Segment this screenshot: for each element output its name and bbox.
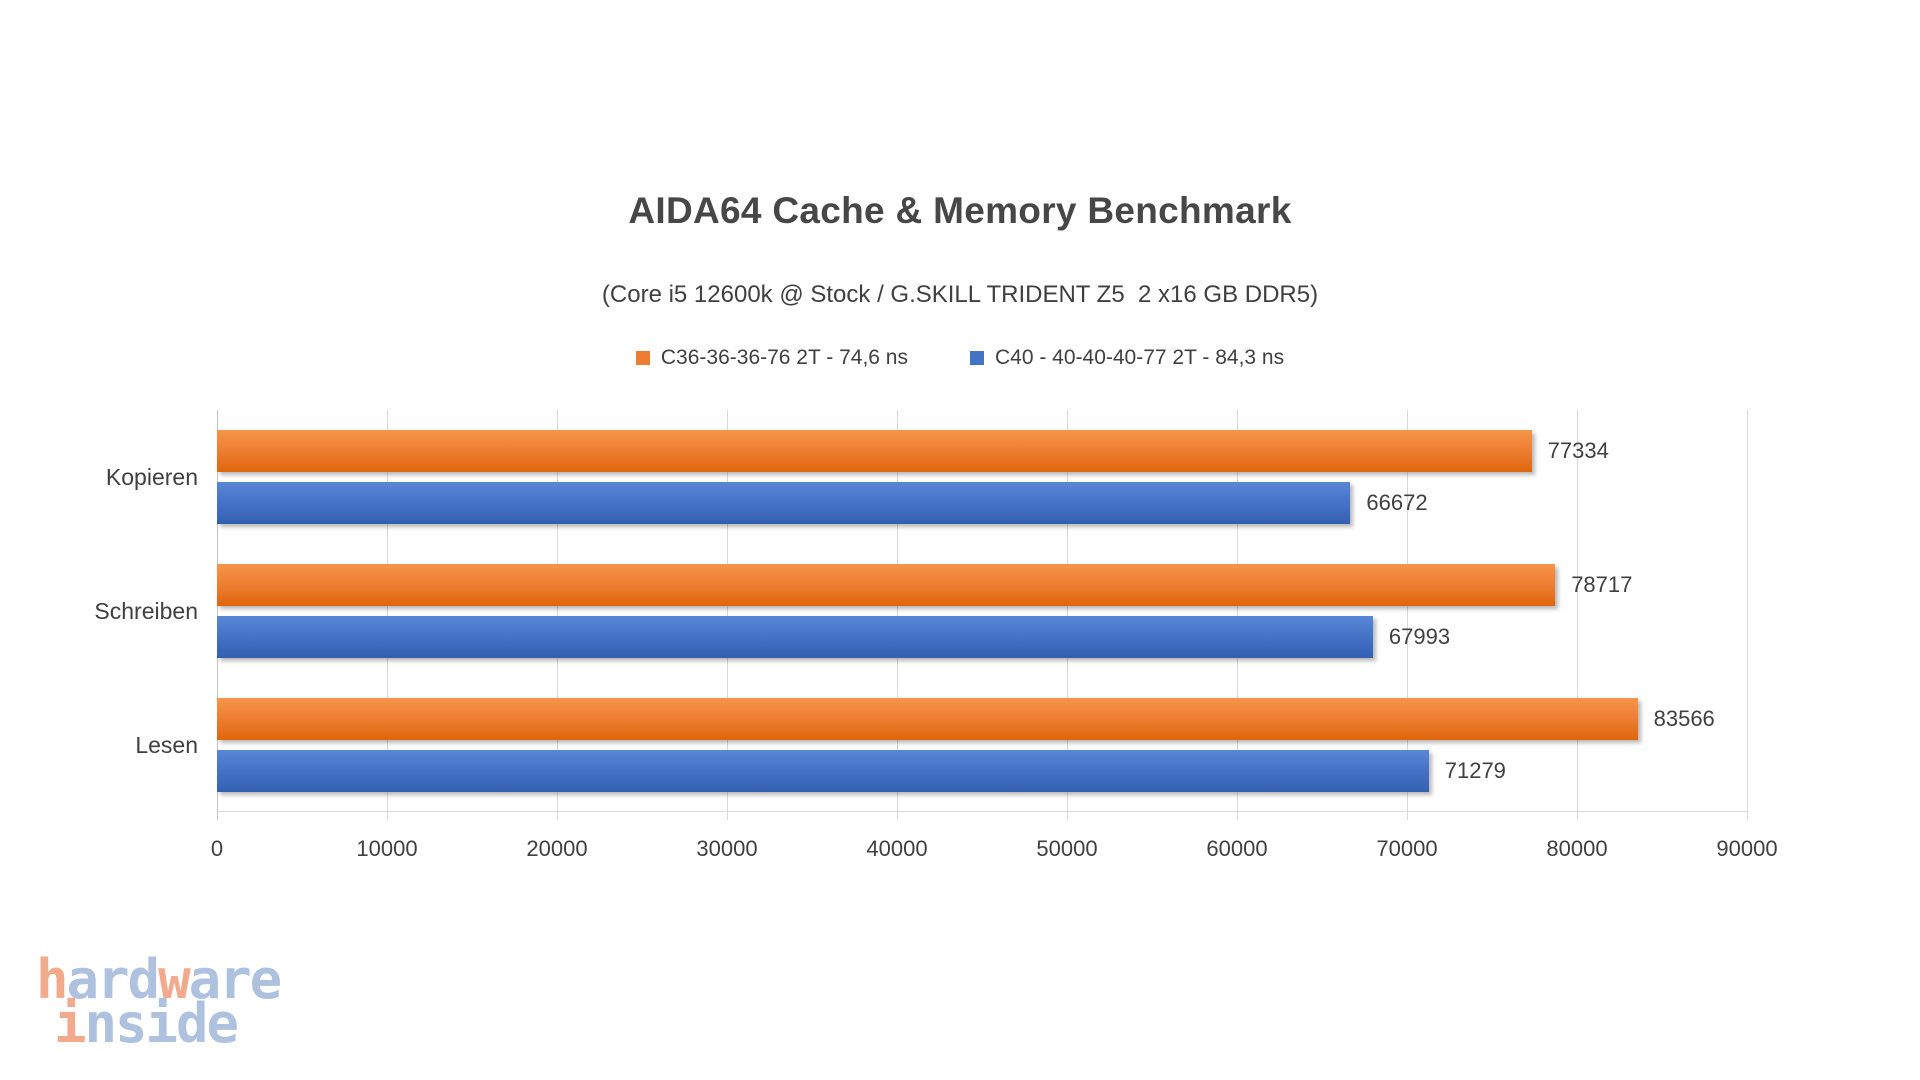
logo-line: inside: [54, 997, 280, 1051]
bar-value-label: 78717: [1571, 572, 1633, 597]
chart-subtitle: (Core i5 12600k @ Stock / G.SKILL TRIDEN…: [601, 281, 1319, 308]
x-tick-label: 20000: [526, 836, 588, 861]
gridline: [897, 410, 898, 820]
category-label: Schreiben: [94, 597, 198, 624]
bar-line: 66672: [217, 482, 1747, 524]
gridline: [1577, 410, 1578, 820]
bar-value-label: 66672: [1366, 490, 1428, 515]
gridline: [1237, 410, 1238, 820]
x-tick-label: 10000: [356, 836, 418, 861]
category-labels: Kopieren Schreiben Lesen: [0, 410, 198, 812]
logo-segment: h: [36, 948, 68, 1011]
bar-value-label: 67993: [1388, 624, 1451, 649]
chart-title: AIDA64 Cache & Memory Benchmark: [628, 190, 1292, 231]
x-tick-label: 80000: [1546, 836, 1608, 861]
gridline: [1747, 410, 1748, 820]
gridline: [1407, 410, 1408, 820]
x-tick-label: 0: [210, 836, 224, 861]
logo-segment: ard: [66, 948, 161, 1011]
hardware-inside-logo: hardware inside: [36, 953, 282, 1051]
category-label: Kopieren: [105, 463, 198, 490]
bar-line: 67993: [217, 616, 1747, 658]
bar-group: 77334 66672: [217, 410, 1747, 544]
logo-segment: are: [188, 948, 283, 1011]
bar-orange: [217, 698, 1638, 740]
legend-label: C36-36-36-76 2T - 74,6 ns: [660, 346, 908, 369]
x-tick-label: 30000: [696, 836, 758, 861]
bar-value-label: 77334: [1547, 438, 1609, 463]
logo-segment: nside: [84, 992, 240, 1056]
legend-marker-blue-icon: [969, 351, 984, 365]
x-axis-line: [217, 811, 1747, 812]
bar-groups: 77334 66672 78717 67993 83566 71279: [217, 410, 1747, 812]
bar-line: 83566: [217, 698, 1747, 740]
category-label: Lesen: [135, 731, 198, 758]
bar-group: 78717 67993: [217, 544, 1747, 678]
bar-blue: [217, 482, 1351, 524]
legend-item-c36: C36-36-36-76 2T - 74,6 ns: [635, 346, 908, 370]
legend-label: C40 - 40-40-40-77 2T - 84,3 ns: [994, 346, 1285, 369]
bar-group: 83566 71279: [217, 678, 1747, 812]
bar-line: 77334: [217, 430, 1747, 472]
bar-line: 78717: [217, 564, 1747, 606]
gridline: [727, 410, 728, 820]
x-tick-label: 70000: [1376, 836, 1438, 861]
legend-item-c40: C40 - 40-40-40-77 2T - 84,3 ns: [969, 346, 1285, 370]
bar-orange: [217, 430, 1532, 472]
bar-orange: [217, 564, 1556, 606]
bar-blue: [217, 616, 1373, 658]
x-tick-label: 40000: [866, 836, 928, 861]
plot-area: 77334 66672 78717 67993 83566 71279: [217, 410, 1748, 820]
logo-segment: i: [54, 992, 86, 1056]
gridline: [387, 410, 388, 820]
legend: C36-36-36-76 2T - 74,6 ns C40 - 40-40-40…: [0, 346, 1920, 370]
x-tick-label: 50000: [1036, 836, 1098, 861]
x-tick-label: 90000: [1716, 836, 1778, 861]
bar-value-label: 83566: [1653, 706, 1715, 731]
legend-marker-orange-icon: [635, 351, 650, 365]
logo-segment: w: [158, 948, 190, 1011]
logo-line: hardware: [36, 953, 282, 1007]
bar-line: 71279: [217, 750, 1747, 792]
bar-blue: [217, 750, 1429, 792]
x-tick-label: 60000: [1206, 836, 1268, 861]
gridline: [217, 410, 218, 820]
gridline: [557, 410, 558, 820]
bar-value-label: 71279: [1444, 758, 1506, 783]
gridline: [1067, 410, 1068, 820]
x-axis: 0 10000 20000 30000 40000 50000 60000 70000 8000…: [211, 836, 1778, 866]
